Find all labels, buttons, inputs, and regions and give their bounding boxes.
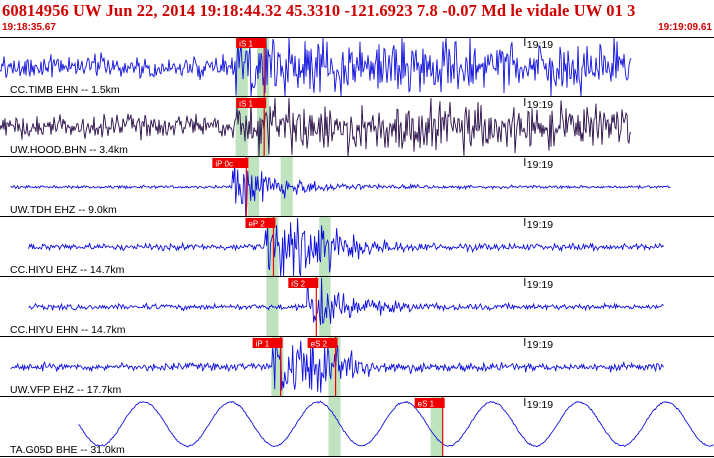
station-label: CC.HIYU EHN -- 14.7km [10, 324, 126, 336]
waveform-line [0, 37, 632, 97]
phase-pick-label: iP 0c [215, 160, 233, 169]
phase-pick-label: iP 1 [256, 340, 270, 349]
time-tick-label: 19:19 [527, 159, 553, 171]
analysis-window [430, 397, 443, 457]
time-tick-label: 19:19 [527, 219, 553, 231]
waveform-line [28, 217, 664, 277]
analysis-window [280, 157, 293, 217]
station-label: UW.HOOD.BHN -- 3.4km [10, 144, 128, 156]
phase-pick-label: eS 1 [418, 400, 435, 409]
seismogram-panel[interactable]: 19:19 iS 1 CC.TIMB EHN -- 1.5km 19:19 iS 1 UW… [0, 37, 714, 458]
station-label: CC.HIYU EHZ -- 14.7km [10, 264, 125, 276]
station-label: UW.TDH EHZ -- 9.0km [10, 204, 117, 216]
station-label: CC.TIMB EHN -- 1.5km [10, 84, 120, 96]
phase-pick-flag[interactable] [236, 98, 267, 108]
phase-pick-flag[interactable] [252, 338, 283, 348]
time-tick-label: 19:19 [527, 39, 553, 51]
trace-panel[interactable]: 19:19 iS 1 CC.TIMB EHN -- 1.5km [0, 37, 714, 97]
station-label: TA.G05D BHE -- 31.0km [10, 444, 125, 456]
analysis-window [266, 217, 279, 277]
waveform-line [28, 277, 664, 326]
time-tick-label: 19:19 [527, 339, 553, 351]
time-tick-label: 19:19 [527, 399, 553, 411]
waveform-line [78, 400, 714, 448]
waveform-line [0, 97, 632, 157]
phase-pick-flag[interactable] [212, 158, 249, 168]
analysis-window [328, 397, 341, 457]
time-tick-label: 19:19 [527, 279, 553, 291]
event-header: 60814956 UW Jun 22, 2014 19:18:44.32 45.… [0, 0, 714, 37]
phase-pick-label: iS 1 [239, 100, 253, 109]
trace-panel[interactable]: 19:19 iP 0c UW.TDH EHZ -- 9.0km [0, 157, 714, 217]
analysis-window [319, 277, 331, 337]
trace-panel[interactable]: 19:19 iS 2 CC.HIYU EHN -- 14.7km [0, 277, 714, 337]
analysis-window [319, 217, 331, 277]
phase-pick-label: iS 2 [291, 280, 305, 289]
end-time-label: 19:19:09.61 [658, 22, 712, 33]
phase-pick-label: eP 2 [248, 220, 265, 229]
station-label: UW.VFP EHZ -- 17.7km [10, 384, 121, 396]
phase-pick-flag[interactable] [288, 278, 319, 288]
phase-pick-flag[interactable] [414, 398, 445, 408]
trace-panel[interactable]: 19:19 iS 1 UW.HOOD.BHN -- 3.4km [0, 97, 714, 157]
analysis-window [247, 157, 260, 217]
waveform-line [10, 161, 671, 217]
phase-pick-flag[interactable] [236, 38, 267, 48]
start-time-label: 19:18:35.67 [2, 22, 56, 33]
phase-pick-label: eS 2 [311, 340, 328, 349]
trace-panel[interactable]: 19:19 eP 2 CC.HIYU EHZ -- 14.7km [0, 217, 714, 277]
phase-pick-flag[interactable] [245, 218, 276, 228]
waveform-line [10, 337, 665, 393]
phase-pick-flag[interactable] [307, 338, 338, 348]
event-title: 60814956 UW Jun 22, 2014 19:18:44.32 45.… [2, 1, 636, 20]
trace-panel[interactable]: 19:19 eS 1 TA.G05D BHE -- 31.0km [0, 397, 714, 457]
time-tick-label: 19:19 [527, 99, 553, 111]
phase-pick-label: iS 1 [239, 40, 253, 49]
trace-panel[interactable]: 19:19 iP 1 eS 2 UW.VFP EHZ -- 17.7km [0, 337, 714, 397]
